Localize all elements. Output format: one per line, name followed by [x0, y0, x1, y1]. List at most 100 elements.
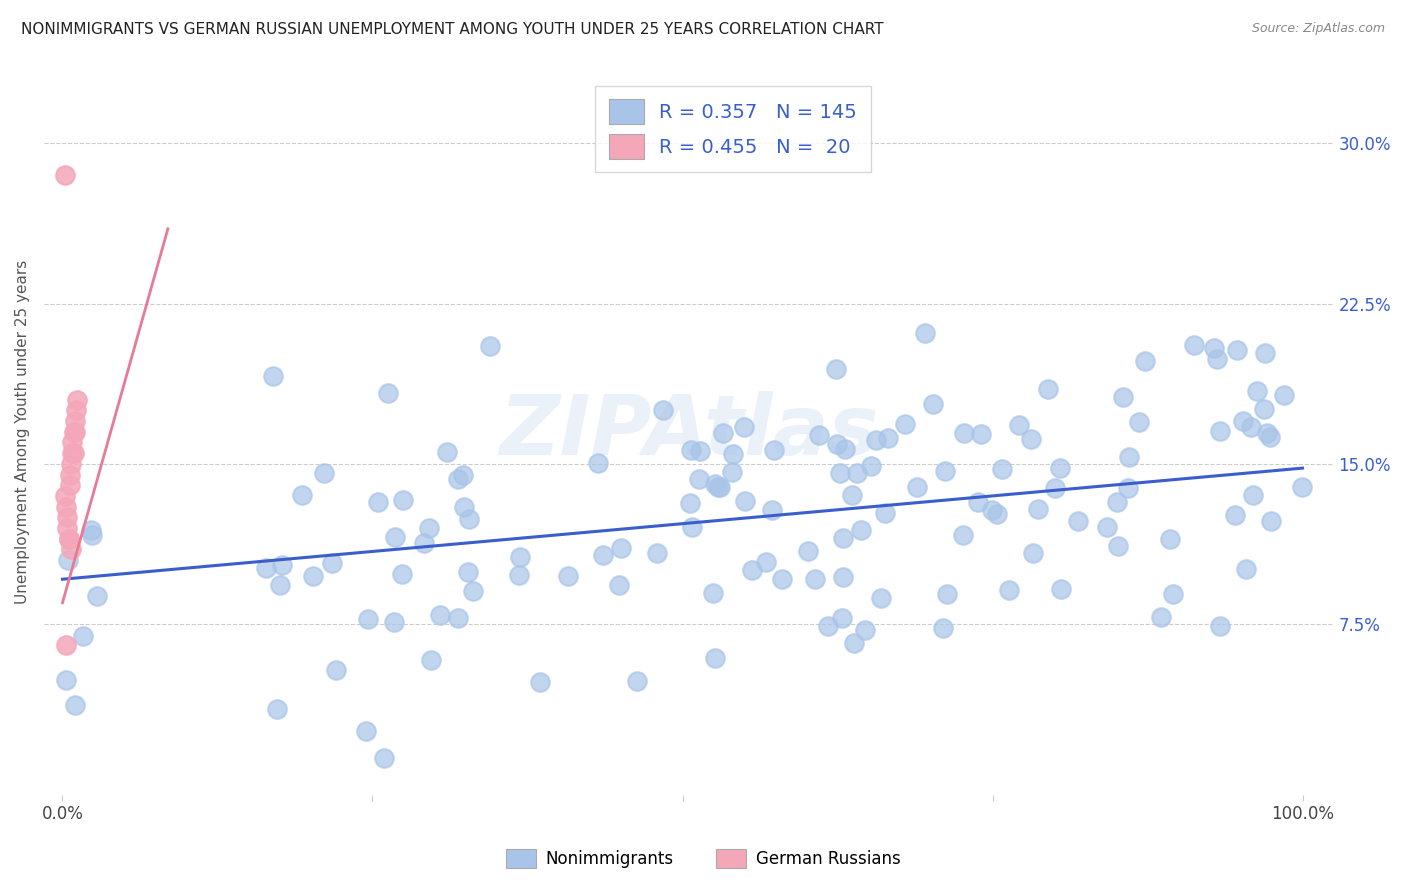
Point — [63, 698, 86, 712]
Point — [1232, 414, 1254, 428]
Point — [1019, 433, 1042, 447]
Point — [875, 506, 897, 520]
Point — [1253, 401, 1275, 416]
Point — [270, 558, 292, 573]
Point — [1111, 390, 1133, 404]
Point — [1223, 508, 1246, 522]
Point — [721, 447, 744, 461]
Point — [607, 578, 630, 592]
Point — [269, 578, 291, 592]
Point — [1067, 514, 1090, 528]
Point — [65, 403, 87, 417]
Point — [1043, 481, 1066, 495]
Point — [301, 569, 323, 583]
Y-axis label: Unemployment Among Youth under 25 years: Unemployment Among Youth under 25 years — [15, 260, 30, 604]
Point — [1225, 343, 1247, 358]
Point — [844, 636, 866, 650]
Point — [325, 663, 347, 677]
Point — [1128, 415, 1150, 429]
Point — [709, 480, 731, 494]
Point — [679, 496, 702, 510]
Point — [66, 392, 89, 407]
Point — [1022, 546, 1045, 560]
Point — [266, 701, 288, 715]
Point — [429, 608, 451, 623]
Point — [447, 611, 470, 625]
Point — [845, 467, 868, 481]
Text: Source: ZipAtlas.com: Source: ZipAtlas.com — [1251, 22, 1385, 36]
Point — [1209, 425, 1232, 439]
Point — [703, 651, 725, 665]
Point — [508, 568, 530, 582]
Point — [808, 428, 831, 442]
Point — [733, 420, 755, 434]
Point — [312, 466, 335, 480]
Point — [970, 427, 993, 442]
Point — [877, 432, 900, 446]
Point — [761, 502, 783, 516]
Point — [853, 623, 876, 637]
Point — [832, 531, 855, 545]
Point — [58, 532, 80, 546]
Point — [1291, 480, 1313, 494]
Point — [62, 435, 84, 450]
Point — [1161, 587, 1184, 601]
Point — [804, 572, 827, 586]
Point — [1118, 450, 1140, 464]
Point — [62, 446, 84, 460]
Point — [711, 425, 734, 440]
Point — [1260, 515, 1282, 529]
Point — [291, 488, 314, 502]
Point — [1205, 351, 1227, 366]
Point — [1050, 582, 1073, 597]
Point — [689, 444, 711, 458]
Point — [1116, 481, 1139, 495]
Point — [922, 397, 945, 411]
Point — [825, 437, 848, 451]
Point — [529, 674, 551, 689]
Point — [419, 653, 441, 667]
Point — [453, 500, 475, 515]
Point — [412, 536, 434, 550]
Point — [869, 591, 891, 606]
Point — [865, 433, 887, 447]
Point — [952, 528, 974, 542]
Point — [1234, 562, 1257, 576]
Point — [86, 589, 108, 603]
Point — [356, 612, 378, 626]
Point — [817, 619, 839, 633]
Point — [588, 456, 610, 470]
Point — [391, 567, 413, 582]
Point — [688, 472, 710, 486]
Point — [851, 523, 873, 537]
Point — [56, 510, 79, 524]
Point — [704, 476, 727, 491]
Point — [1258, 430, 1281, 444]
Point — [952, 426, 974, 441]
Point — [53, 489, 76, 503]
Point — [741, 563, 763, 577]
Point — [557, 568, 579, 582]
Point — [1184, 338, 1206, 352]
Point — [377, 385, 399, 400]
Legend: R = 0.357   N = 145, R = 0.455   N =  20: R = 0.357 N = 145, R = 0.455 N = 20 — [595, 86, 870, 172]
Point — [63, 425, 86, 439]
Point — [894, 417, 917, 432]
Point — [59, 478, 82, 492]
Point — [418, 521, 440, 535]
Point — [734, 493, 756, 508]
Point — [706, 480, 728, 494]
Point — [1095, 519, 1118, 533]
Point — [934, 464, 956, 478]
Point — [997, 583, 1019, 598]
Point — [860, 459, 883, 474]
Point — [254, 561, 277, 575]
Legend: Nonimmigrants, German Russians: Nonimmigrants, German Russians — [499, 842, 907, 875]
Point — [1204, 341, 1226, 355]
Point — [720, 465, 742, 479]
Point — [55, 673, 77, 687]
Point — [681, 443, 703, 458]
Point — [382, 615, 405, 630]
Point — [373, 751, 395, 765]
Point — [1246, 384, 1268, 399]
